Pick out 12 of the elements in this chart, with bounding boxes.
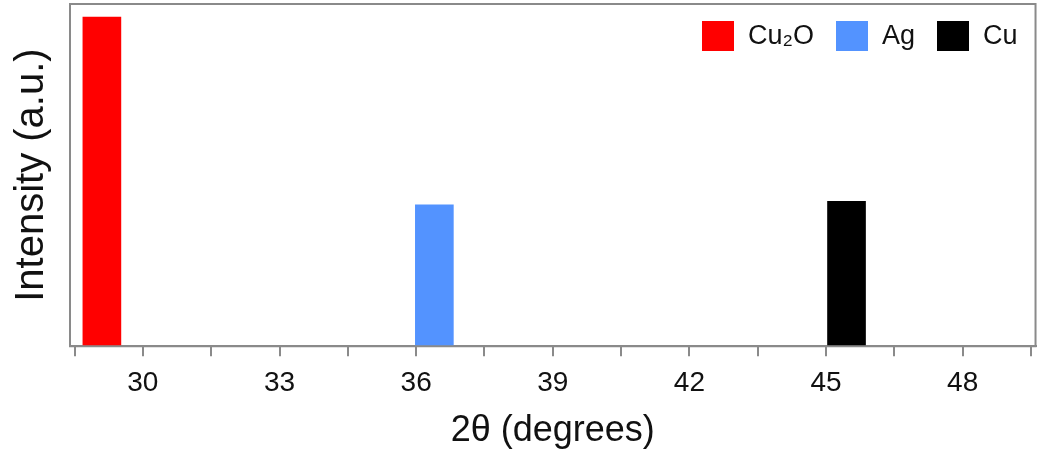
x-tick-label: 30 xyxy=(127,365,159,397)
y-axis-title: Intensity (a.u.) xyxy=(7,48,52,302)
legend-label: Ag xyxy=(881,20,916,51)
x-tick-label: 42 xyxy=(673,365,705,397)
x-tick-label: 45 xyxy=(810,365,842,397)
legend-label: Cu xyxy=(983,20,1018,51)
x-tick-label: 36 xyxy=(400,365,432,397)
x-tick-label: 33 xyxy=(263,365,296,397)
legend-label: Cu₂O xyxy=(747,20,814,51)
x-tick-label: 48 xyxy=(947,365,979,397)
x-tick-label: 39 xyxy=(537,365,569,397)
x-axis-title: 2θ (degrees) xyxy=(450,408,655,450)
